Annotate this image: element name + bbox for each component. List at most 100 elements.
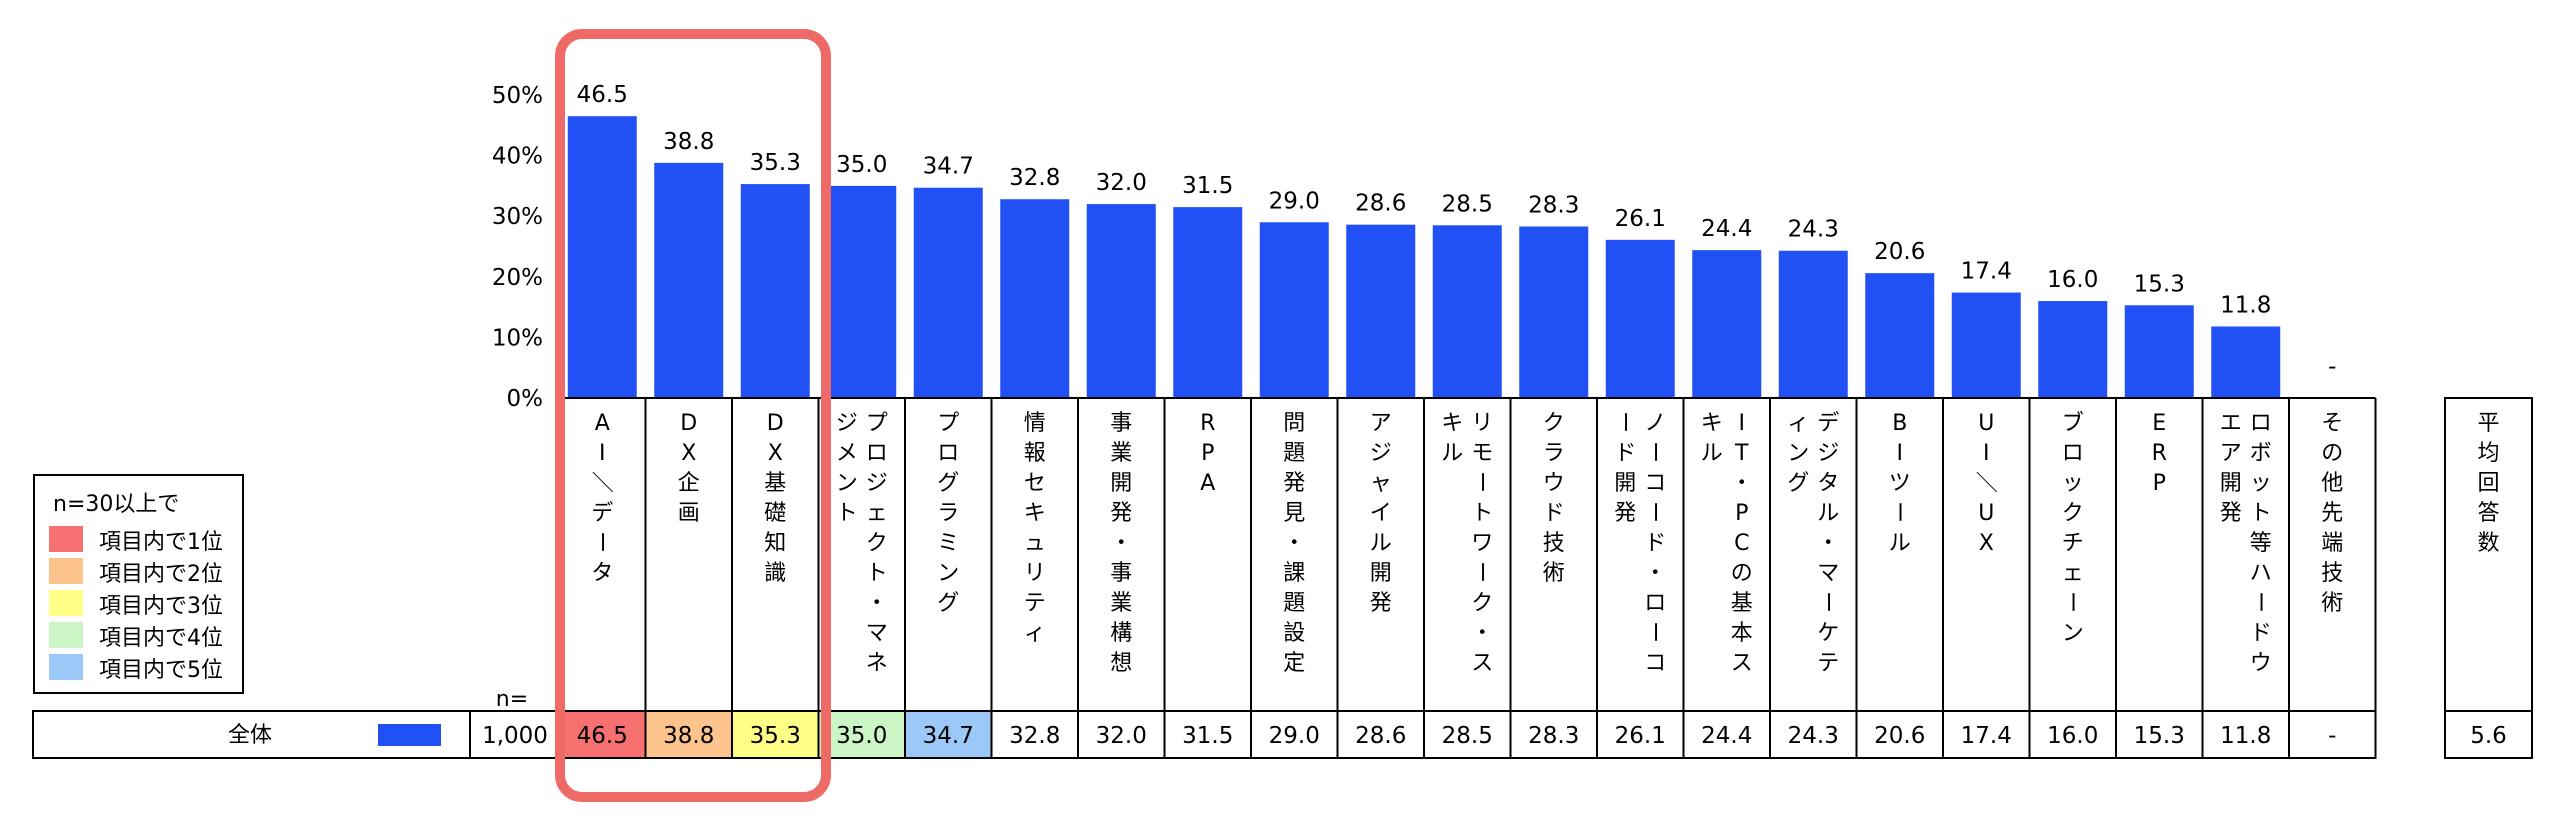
category-label-char: ロ: [2250, 411, 2272, 436]
category-label-char: 開: [1110, 471, 1132, 496]
category-label-char: ミ: [937, 531, 959, 556]
category-label-char: コ: [1644, 471, 1666, 496]
category-label-char: ル: [1370, 531, 1392, 556]
legend-item: 項目内で2位: [49, 556, 239, 587]
category-label-char: I: [1739, 411, 1746, 436]
category-label-char: ン: [836, 471, 858, 496]
data-label: -: [2328, 354, 2336, 380]
avg-header-char: 平: [2477, 411, 2499, 436]
legend-label: 項目内で3位: [99, 594, 223, 619]
category-label-char: ル: [1701, 441, 1723, 466]
category-label-char: リ: [1024, 561, 1046, 586]
y-tick-label: 20%: [492, 265, 543, 291]
category-label-char: プ: [866, 411, 888, 436]
table-value: 24.4: [1701, 723, 1752, 749]
category-label-char: 発: [1614, 501, 1636, 526]
category-label-char: イ: [1370, 501, 1392, 526]
category-label-char: ・: [1731, 471, 1753, 496]
category-label-char: I: [1983, 441, 1990, 466]
data-label: 38.8: [663, 129, 714, 155]
table-value: 26.1: [1615, 723, 1666, 749]
category-label-char: タ: [1817, 471, 1839, 496]
category-label-char: 報: [1024, 441, 1046, 466]
rank-cell-fill: [819, 712, 904, 757]
category-label-char: 定: [1283, 651, 1305, 676]
legend-swatch: [49, 590, 83, 616]
category-label-char: ン: [937, 561, 959, 586]
category-label-char: ・: [1471, 621, 1493, 646]
y-axis: 50% 40% 30% 20% 10% 0%: [492, 83, 543, 412]
top3-highlight-frame: [555, 29, 831, 802]
category-table: [32, 397, 2377, 759]
table-value: 32.0: [1096, 723, 1147, 749]
avg-header-char: 答: [2477, 501, 2499, 526]
category-label-char: 礎: [764, 501, 786, 526]
bar: [827, 185, 897, 398]
y-tick-label: 30%: [492, 204, 543, 230]
category-label-char: ア: [1370, 411, 1392, 436]
category-label-char: タ: [591, 561, 613, 586]
category-label-char: ・: [866, 591, 888, 616]
category-label-char: ー: [1468, 471, 1493, 493]
rank-cell-fill: [733, 712, 818, 757]
n-value: 1,000: [482, 723, 548, 749]
data-label: 11.8: [2220, 292, 2271, 318]
avg-column-border: [2444, 397, 2533, 759]
category-label-char: A: [595, 411, 610, 436]
y-tick-label: 10%: [492, 325, 543, 351]
bar: [1692, 250, 1762, 398]
category-label-char: 技: [1543, 531, 1565, 556]
category-label-char: ケ: [1817, 621, 1839, 646]
category-label-char: 開: [1614, 471, 1636, 496]
category-label-char: ャ: [1370, 471, 1392, 496]
category-label-char: 発: [2220, 501, 2242, 526]
category-label-char: プ: [937, 411, 959, 436]
data-label: 28.5: [1442, 191, 1493, 217]
bar: [1605, 239, 1675, 398]
legend-label: 項目内で5位: [99, 658, 223, 683]
category-label-char: ル: [1889, 531, 1911, 556]
category-label-char: ト: [1471, 501, 1493, 526]
category-label-char: 問: [1283, 411, 1305, 436]
category-label-char: ー: [2059, 591, 2084, 613]
y-tick-label: 40%: [492, 144, 543, 170]
legend-item: 項目内で3位: [49, 588, 239, 619]
bar: [1432, 225, 1502, 398]
data-label: 35.0: [836, 152, 887, 178]
data-label: 46.5: [577, 82, 628, 108]
category-label-char: ン: [1787, 441, 1809, 466]
category-label-char: デ: [591, 501, 613, 526]
category-label-char: ウ: [1543, 471, 1565, 496]
legend-swatch: [49, 558, 83, 584]
category-label-char: ネ: [866, 651, 888, 676]
category-label-char: の: [1731, 561, 1753, 586]
category-label-char: 題: [1283, 591, 1305, 616]
category-label-char: ／: [588, 471, 613, 493]
data-label: 20.6: [1874, 239, 1925, 265]
category-label-char: ト: [836, 501, 858, 526]
data-label: 28.6: [1355, 191, 1406, 217]
category-label-char: ロ: [937, 441, 959, 466]
bar: [1346, 224, 1416, 398]
category-label: ERP: [2152, 411, 2167, 496]
category-label-char: ド: [1614, 441, 1636, 466]
legend-title: n=30以上で: [53, 492, 180, 517]
data-label: 32.0: [1096, 170, 1147, 196]
bar: [567, 116, 637, 399]
category-label-char: ュ: [1024, 531, 1046, 556]
category-label-char: ク: [866, 531, 888, 556]
category-label-char: キ: [1701, 411, 1723, 436]
table-value: 16.0: [2047, 723, 2098, 749]
category-label-char: 業: [1110, 591, 1132, 616]
row-label: 全体: [228, 723, 272, 748]
category-label-char: ー: [1641, 441, 1666, 463]
category-label-char: ロ: [2062, 441, 2084, 466]
